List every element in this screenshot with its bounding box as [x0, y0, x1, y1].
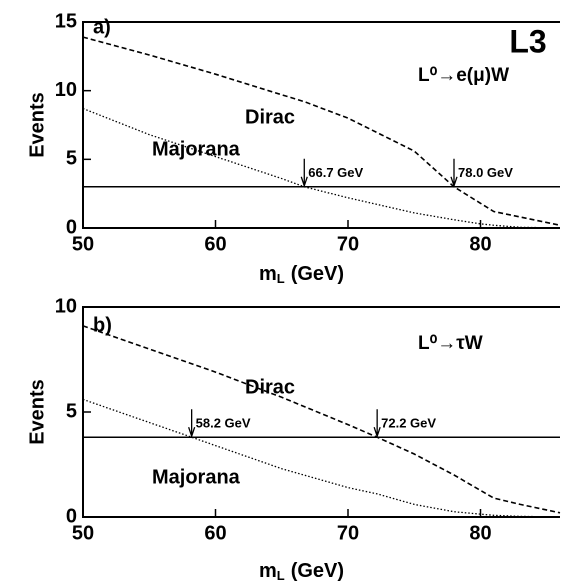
x-axis-label-main: m — [259, 560, 277, 582]
y-tick-label: 10 — [55, 295, 77, 317]
series-label: Majorana — [152, 466, 241, 488]
x-tick-label: 70 — [337, 522, 359, 544]
y-tick-label: 5 — [66, 400, 77, 422]
x-tick-label: 70 — [337, 233, 359, 255]
x-axis-label-sub: L — [277, 271, 285, 286]
y-tick-label: 0 — [66, 216, 77, 238]
process-label: L⁰→τW — [418, 333, 483, 354]
annotation-label: 72.2 GeV — [381, 416, 436, 431]
y-tick-label: 10 — [55, 79, 77, 101]
annotation-arrow — [300, 158, 308, 188]
annotation-label: 58.2 GeV — [196, 416, 251, 431]
panel-label: a) — [93, 16, 111, 38]
x-axis-label: mL (GeV) — [259, 263, 344, 286]
y-axis-label: Events — [26, 379, 48, 445]
annotation-label: 66.7 GeV — [308, 165, 363, 180]
experiment-label: L3 — [509, 23, 546, 59]
series-line — [82, 36, 561, 227]
process-label: L⁰→e(μ)W — [418, 65, 509, 86]
x-axis-label-sub: L — [277, 568, 285, 583]
x-tick-label: 50 — [72, 233, 94, 255]
x-tick-label: 80 — [469, 233, 491, 255]
x-tick-label: 50 — [72, 522, 94, 544]
axis-frame — [82, 21, 560, 229]
series-line — [82, 398, 561, 518]
y-tick-label: 15 — [55, 10, 77, 32]
x-tick-label: 60 — [204, 522, 226, 544]
annotation-label: 78.0 GeV — [458, 165, 513, 180]
series-label: Dirac — [245, 106, 295, 128]
y-tick-label: 5 — [66, 148, 77, 170]
annotation-arrow — [373, 409, 381, 439]
x-tick-label: 80 — [469, 522, 491, 544]
y-axis-label: Events — [26, 92, 48, 158]
series-label: Dirac — [245, 376, 295, 398]
x-axis-label-main: m — [259, 263, 277, 285]
series-line — [82, 325, 561, 514]
y-tick-label: 0 — [66, 505, 77, 527]
annotation-arrow — [450, 158, 458, 188]
x-axis-label-unit: (GeV) — [291, 263, 344, 285]
x-axis-label: mL (GeV) — [259, 560, 344, 583]
x-axis-label-unit: (GeV) — [291, 560, 344, 582]
annotation-arrow — [188, 409, 196, 439]
panel-label: b) — [93, 314, 112, 336]
x-tick-label: 60 — [204, 233, 226, 255]
series-label: Majorana — [152, 138, 241, 160]
